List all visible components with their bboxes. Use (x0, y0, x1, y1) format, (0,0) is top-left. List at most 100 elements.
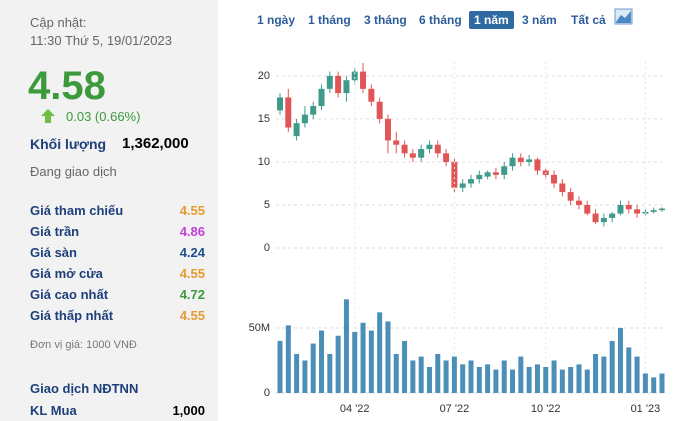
candle-body (426, 144, 433, 150)
candle-body (326, 75, 333, 89)
x-tick-label: 04 '22 (340, 403, 370, 415)
candle-body (650, 210, 657, 212)
volume-bar (526, 366, 532, 393)
volume-bar (551, 360, 557, 393)
range-tab[interactable]: 1 năm (469, 11, 514, 29)
row-value: 4.55 (179, 266, 205, 281)
candle-body (335, 75, 342, 94)
volume-bar (360, 322, 366, 393)
candle-body (351, 71, 358, 81)
up-arrow (41, 109, 55, 123)
volume-bar (626, 347, 632, 393)
y-tick-label: 50M (249, 322, 270, 334)
range-tab[interactable]: Tất cả (571, 13, 606, 27)
x-tick-label: 01 '23 (631, 403, 661, 415)
volume-bar (568, 366, 574, 393)
volume-bar (410, 360, 416, 393)
candle-body (567, 192, 574, 201)
range-tab[interactable]: 1 tháng (308, 13, 351, 27)
y-tick-label: 10 (258, 156, 270, 168)
candle-body (634, 209, 641, 214)
candle-body (509, 157, 516, 167)
candle-body (659, 208, 665, 211)
volume-bar (310, 343, 316, 393)
candle-body (343, 80, 350, 94)
candle-body (277, 97, 283, 111)
volume-bar (609, 340, 615, 393)
candle-body (409, 153, 416, 158)
volume-bar (418, 356, 424, 393)
volume-bar (584, 369, 590, 393)
range-tab[interactable]: 3 năm (522, 13, 557, 27)
candle-body (484, 172, 491, 177)
row-label: Giá cao nhất (30, 287, 109, 302)
price: 4.58 (28, 64, 106, 108)
row-value: 4.55 (179, 203, 205, 218)
candle-body (592, 213, 599, 223)
volume-value: 1,362,000 (122, 135, 189, 152)
volume-bar (277, 340, 283, 393)
row-label: Giá tham chiếu (30, 203, 124, 218)
candle-body (376, 101, 383, 119)
volume-label: Khối lượng (30, 136, 107, 152)
y-tick-label: 15 (258, 113, 270, 125)
y-tick-label: 5 (264, 199, 270, 211)
volume-bar (451, 356, 457, 393)
candle-body (600, 217, 607, 223)
x-tick-label: 10 '22 (531, 403, 561, 415)
candle-body (318, 88, 325, 107)
volume-bar (335, 335, 341, 393)
buy-label: KL Mua (30, 403, 77, 418)
candle-body (492, 172, 499, 175)
row-value: 4.72 (179, 287, 205, 302)
price-change: 0.03 (0.66%) (66, 109, 141, 124)
candle-body (401, 144, 408, 154)
volume-bar (368, 330, 374, 393)
chart-icon[interactable] (614, 8, 634, 26)
volume-bar (593, 353, 599, 393)
range-tab[interactable]: 3 tháng (364, 13, 407, 27)
status: Đang giao dịch (30, 164, 117, 179)
volume-bar (285, 325, 291, 393)
candle-body (468, 179, 474, 184)
row-value: 4.24 (179, 245, 205, 260)
candle-body (459, 183, 466, 188)
volume-bar (402, 340, 408, 393)
volume-bar (468, 360, 474, 393)
volume-bar (485, 364, 491, 393)
row-value: 4.86 (179, 224, 205, 239)
volume-bar (601, 356, 607, 393)
row-label: Giá trần (30, 224, 80, 239)
volume-bar (534, 364, 540, 393)
row-label: Giá sàn (30, 245, 77, 260)
info-panel: Cập nhật: 11:30 Thứ 5, 19/01/2023 4.58 0… (0, 0, 218, 421)
volume-bar (501, 360, 507, 393)
range-tab[interactable]: 6 tháng (419, 13, 462, 27)
volume-bar (426, 366, 432, 393)
volume-bar (510, 369, 516, 393)
candle-body (418, 149, 425, 158)
candle-body (393, 140, 400, 145)
volume-bar (352, 331, 358, 393)
volume-bar (343, 299, 349, 393)
volume-bar (576, 364, 582, 393)
volume-bar (443, 360, 449, 393)
volume-bar (327, 353, 333, 393)
candle-body (534, 159, 541, 171)
volume-bar (460, 364, 466, 393)
range-tab[interactable]: 1 ngày (257, 13, 296, 27)
volume-bar (294, 353, 300, 393)
y-tick-label: 20 (258, 70, 270, 82)
volume-bar (659, 373, 665, 393)
volume-bar (518, 356, 524, 393)
volume-bar (543, 366, 549, 393)
candle-body (609, 213, 616, 218)
candle-body (617, 204, 624, 214)
y-tick-label: 0 (264, 387, 270, 399)
row-label: Giá thấp nhất (30, 308, 114, 323)
candle-body (526, 159, 533, 162)
candle-body (310, 106, 317, 115)
volume-bar (319, 330, 325, 393)
